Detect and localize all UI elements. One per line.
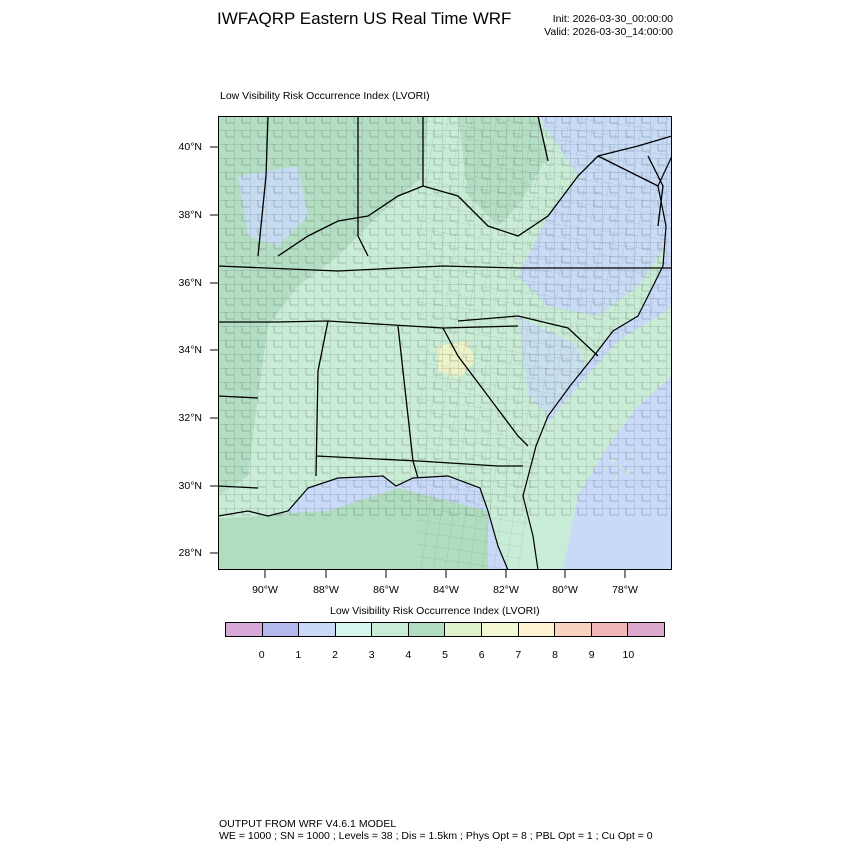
- colorbar-swatch: [555, 623, 592, 636]
- colorbar-swatch: [299, 623, 336, 636]
- lat-tick-label: 36°N: [178, 277, 202, 289]
- colorbar-label: 3: [368, 649, 375, 661]
- colorbar-swatch: [482, 623, 519, 636]
- footer-line-1: OUTPUT FROM WRF V4.6.1 MODEL: [219, 818, 397, 830]
- map-canvas: [218, 116, 672, 570]
- colorbar-title: Low Visibility Risk Occurrence Index (LV…: [330, 605, 540, 617]
- colorbar-label: 1: [295, 649, 302, 661]
- valid-time: Valid: 2026-03-30_14:00:00: [544, 26, 673, 38]
- lon-tick-label: 78°W: [612, 584, 638, 596]
- colorbar-swatch: [445, 623, 483, 636]
- map-frame: [218, 116, 672, 570]
- lon-tick-label: 90°W: [252, 584, 278, 596]
- lat-tick-label: 32°N: [178, 412, 202, 424]
- lat-tick-label: 40°N: [178, 141, 202, 153]
- colorbar-swatch: [518, 623, 556, 636]
- colorbar-label: 4: [405, 649, 412, 661]
- lat-tick-label: 34°N: [178, 344, 202, 356]
- lat-tick-label: 28°N: [178, 547, 202, 559]
- colorbar-swatch: [335, 623, 373, 636]
- county-lines-east: [418, 116, 672, 570]
- offshore-speckle: [604, 454, 635, 480]
- colorbar-swatch: [372, 623, 409, 636]
- map-panel: [218, 116, 672, 570]
- run-time-info: Init: 2026-03-30_00:00:00 Valid: 2026-03…: [528, 13, 673, 39]
- colorbar-label: 8: [552, 649, 558, 661]
- colorbar-label: 5: [442, 649, 448, 661]
- colorbar: [225, 622, 665, 637]
- colorbar-label: 6: [478, 649, 485, 661]
- colorbar-swatch: [408, 623, 446, 636]
- model-footer: OUTPUT FROM WRF V4.6.1 MODEL WE = 1000 ;…: [219, 818, 653, 842]
- page-title: IWFAQRP Eastern US Real Time WRF: [217, 9, 512, 28]
- colorbar-swatch: [591, 623, 629, 636]
- colorbar-swatch: [262, 623, 300, 636]
- lat-tick-label: 30°N: [178, 480, 202, 492]
- colorbar-swatch: [226, 623, 263, 636]
- colorbar-label: 9: [588, 649, 595, 661]
- lat-tick-label: 38°N: [178, 209, 202, 221]
- colorbar-label: 10: [622, 649, 635, 661]
- lon-tick-label: 84°W: [433, 584, 459, 596]
- colorbar-label: 7: [515, 649, 522, 661]
- init-time: Init: 2026-03-30_00:00:00: [552, 13, 673, 25]
- lon-tick-label: 82°W: [493, 584, 519, 596]
- lon-tick-label: 86°W: [373, 584, 399, 596]
- colorbar-label: 2: [332, 649, 338, 661]
- lon-tick-label: 80°W: [552, 584, 578, 596]
- footer-line-2: WE = 1000 ; SN = 1000 ; Levels = 38 ; Di…: [219, 830, 653, 842]
- colorbar-swatch: [628, 623, 664, 636]
- state-borders: [218, 116, 672, 489]
- lon-tick-label: 88°W: [313, 584, 339, 596]
- plot-title: Low Visibility Risk Occurrence Index (LV…: [220, 90, 430, 102]
- colorbar-label: 0: [258, 649, 265, 661]
- coastline: [218, 155, 672, 570]
